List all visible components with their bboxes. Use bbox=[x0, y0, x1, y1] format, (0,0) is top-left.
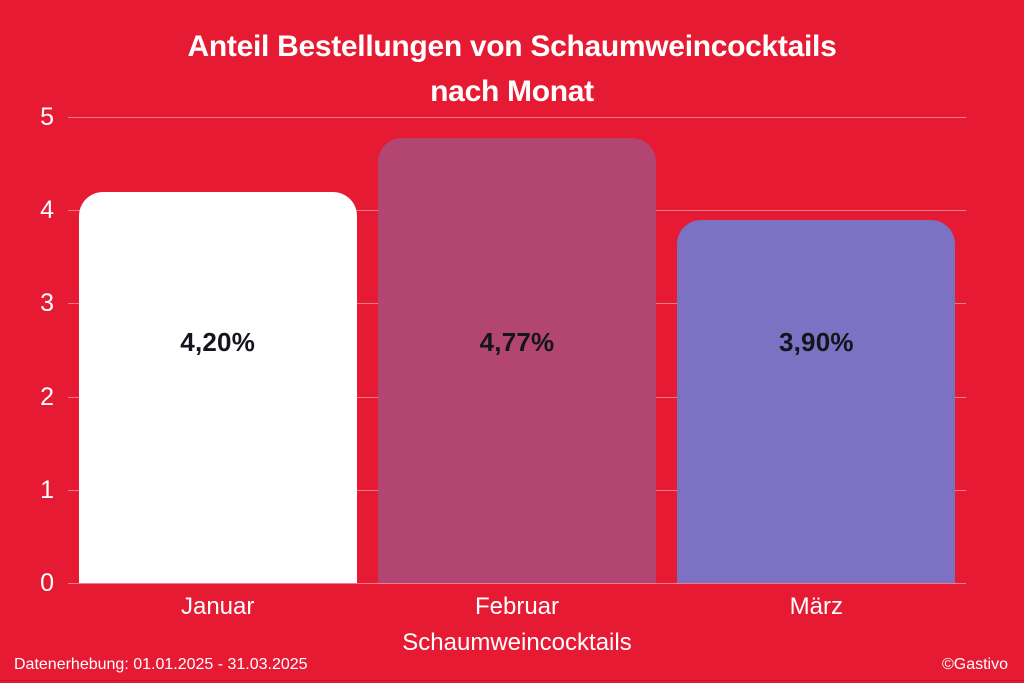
x-tick-label-3: März bbox=[789, 593, 843, 620]
y-tick-label-0: 0 bbox=[40, 569, 54, 597]
y-tick-label-2: 2 bbox=[40, 382, 54, 411]
chart-title: Anteil Bestellungen von Schaumweincockta… bbox=[0, 24, 1024, 114]
bar-januar bbox=[78, 191, 357, 583]
data-collection-note: Datenerhebung: 01.01.2025 - 31.03.2025 bbox=[14, 656, 308, 673]
bar-februar bbox=[378, 138, 656, 583]
copyright-label: ©Gastivo bbox=[941, 656, 1008, 673]
y-tick-label-5: 5 bbox=[40, 103, 54, 131]
y-tick-label-1: 1 bbox=[40, 475, 54, 504]
bar-value-label-2: 4,77% bbox=[479, 327, 555, 357]
bottom-divider bbox=[0, 680, 1024, 681]
gridline-y5 bbox=[68, 117, 966, 118]
bar-value-label-3: 3,90% bbox=[778, 327, 854, 357]
chart-title-line1: Anteil Bestellungen von Schaumweincockta… bbox=[187, 30, 837, 63]
y-tick-label-4: 4 bbox=[40, 196, 54, 225]
x-tick-label-2: Februar bbox=[474, 593, 560, 620]
x-tick-label-1: Januar bbox=[180, 593, 255, 620]
bar-m-rz bbox=[677, 219, 956, 583]
plot-area: 4,20% 4,77% 3,90% bbox=[68, 117, 966, 584]
chart-title-line2: nach Monat bbox=[430, 75, 594, 108]
y-tick-label-3: 3 bbox=[40, 289, 54, 318]
gridline-y0 bbox=[68, 583, 966, 584]
bar-value-label-1: 4,20% bbox=[180, 327, 256, 357]
x-axis-title: Schaumweincocktails bbox=[402, 629, 632, 656]
